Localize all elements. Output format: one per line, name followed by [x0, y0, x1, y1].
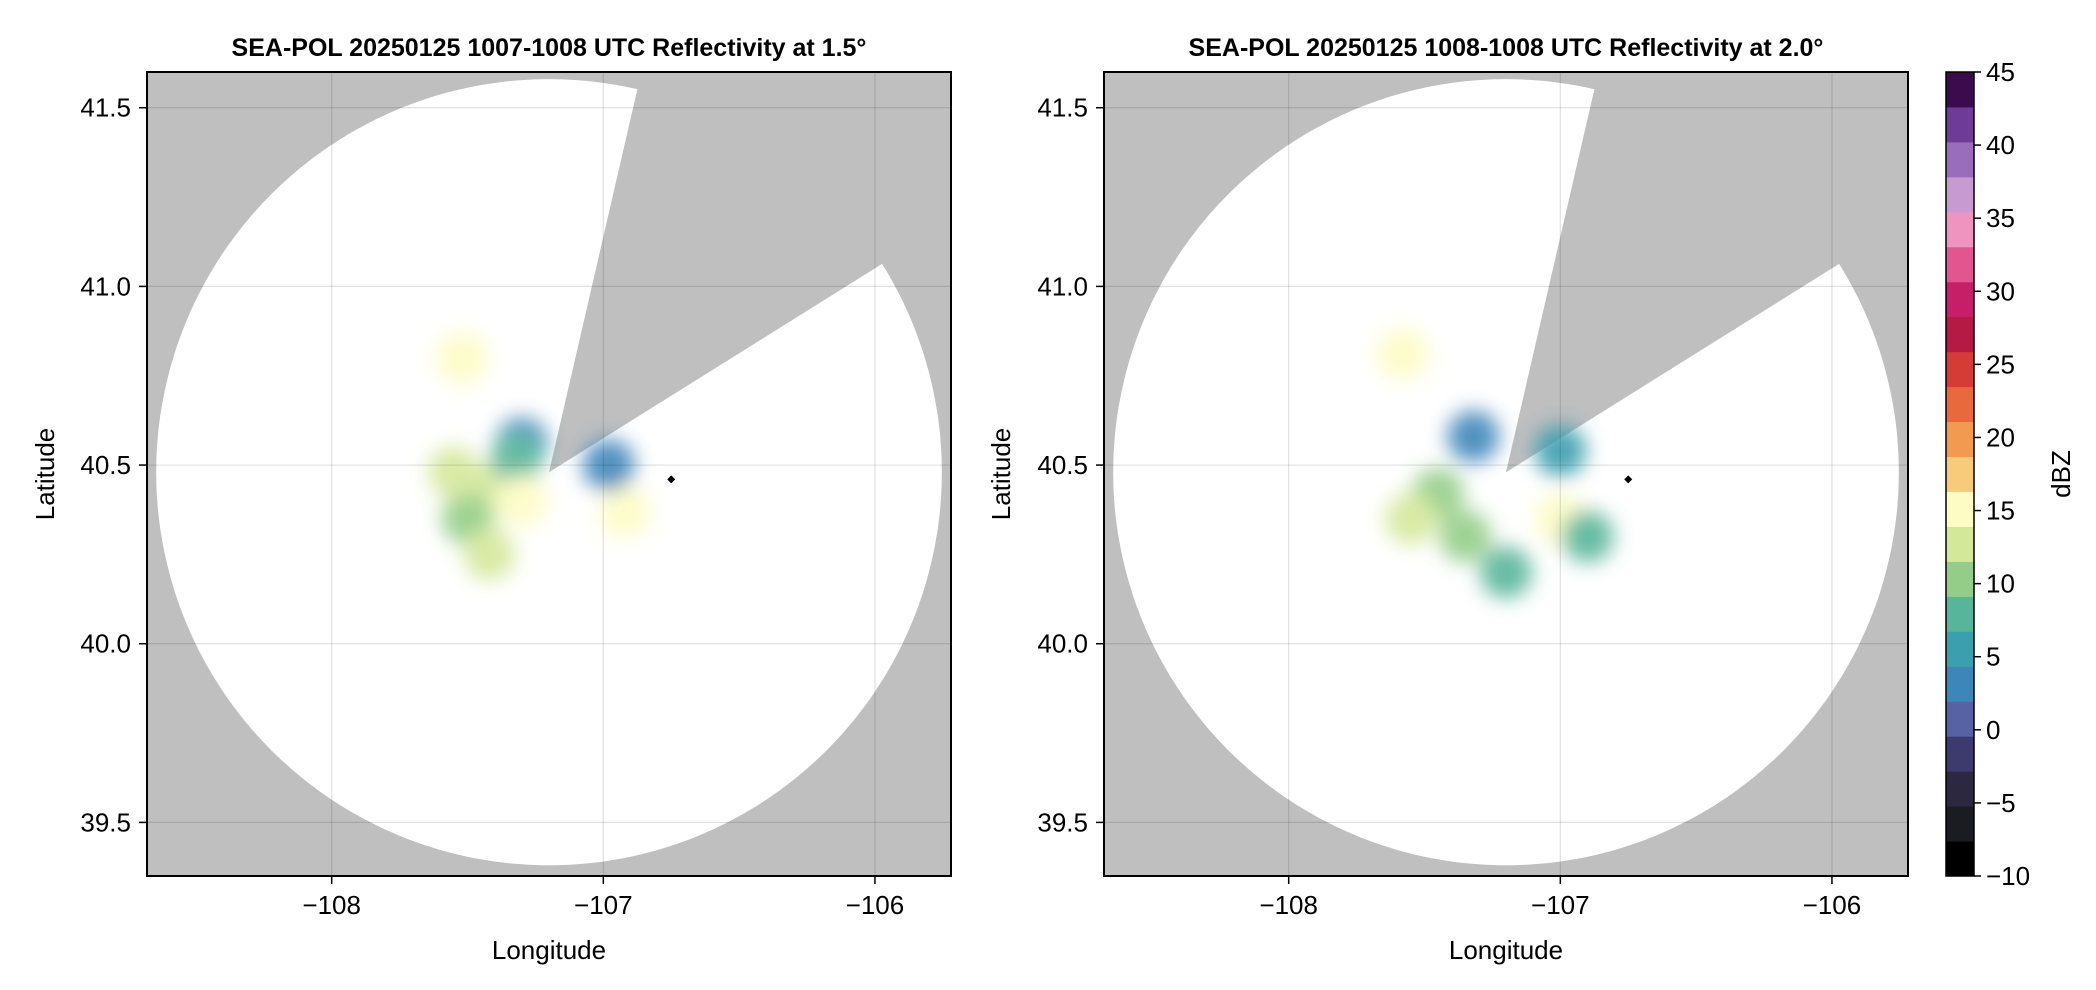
colorbar: −10 −5 0 5 10 15 20 25 30 35 40 45 dBZ — [1945, 57, 2076, 891]
colorbar-tick-label: 40 — [1986, 130, 2015, 160]
colorbar-segment — [1946, 631, 1974, 667]
echo-region — [1384, 492, 1437, 545]
grid-lines — [1104, 72, 1908, 876]
chart-title: SEA-POL 20250125 1008-1008 UTC Reflectiv… — [1189, 34, 1824, 62]
x-axis: −108 −107 −106 — [1259, 876, 1861, 920]
x-tick-label: −108 — [302, 890, 361, 920]
colorbar-segment — [1946, 771, 1974, 807]
y-tick-label: 41.0 — [80, 271, 131, 301]
colorbar-segments — [1946, 72, 1974, 877]
colorbar-tick-label: 35 — [1986, 203, 2015, 233]
plot-frame — [1103, 71, 1909, 877]
colorbar-segment — [1946, 176, 1974, 213]
colorbar-segment — [1946, 386, 1974, 423]
y-axis-label: Latitude — [986, 428, 1016, 521]
colorbar-tick-label: 45 — [1986, 57, 2015, 87]
echo-region — [463, 528, 516, 581]
radar-coverage — [156, 79, 942, 866]
y-axis: 39.5 40.0 40.5 41.0 41.5 — [1037, 93, 1104, 837]
echo-region — [436, 331, 489, 384]
echo-region — [495, 474, 548, 527]
x-tick-label: −107 — [574, 890, 633, 920]
y-tick-label: 40.5 — [80, 450, 131, 480]
colorbar-segment — [1946, 211, 1974, 248]
colorbar-tick-label: 10 — [1986, 569, 2015, 599]
x-tick-label: −108 — [1259, 890, 1318, 920]
colorbar-segment — [1946, 526, 1974, 562]
colorbar-segment — [1946, 421, 1974, 458]
echo-region — [582, 439, 635, 492]
colorbar-tick-label: −10 — [1986, 861, 2030, 891]
colorbar-segment — [1946, 106, 1974, 143]
y-tick-label: 41.5 — [1037, 93, 1088, 123]
colorbar-label: dBZ — [2046, 450, 2076, 498]
y-tick-label: 39.5 — [1037, 807, 1088, 837]
colorbar-segment — [1946, 561, 1974, 597]
radar-coverage — [1113, 79, 1899, 866]
colorbar-tick-label: 25 — [1986, 349, 2015, 379]
colorbar-segment — [1946, 736, 1974, 772]
y-tick-label: 40.0 — [80, 629, 131, 659]
y-tick-label: 40.0 — [1037, 629, 1088, 659]
site-marker — [1624, 475, 1633, 484]
x-axis: −108 −107 −106 — [302, 876, 904, 920]
echo-region — [1534, 424, 1587, 477]
y-tick-label: 41.0 — [1037, 271, 1088, 301]
y-axis-label: Latitude — [30, 428, 60, 521]
colorbar-segment — [1946, 491, 1974, 527]
echo-region — [490, 431, 543, 484]
colorbar-segment — [1946, 701, 1974, 737]
chart-title: SEA-POL 20250125 1007-1008 UTC Reflectiv… — [232, 34, 867, 62]
colorbar-tick-label: 20 — [1986, 422, 2015, 452]
plot-frame — [146, 71, 952, 877]
echo-region — [1447, 410, 1500, 463]
x-tick-label: −106 — [1803, 890, 1862, 920]
echo-region — [1561, 510, 1614, 563]
reflectivity-echoes — [427, 331, 652, 581]
colorbar-segment — [1946, 246, 1974, 283]
y-tick-label: 41.5 — [80, 93, 131, 123]
marker-point — [667, 475, 676, 484]
x-axis-label: Longitude — [492, 935, 606, 965]
colorbar-tick-label: −5 — [1986, 788, 2016, 818]
colorbar-segment — [1946, 141, 1974, 178]
colorbar-segment — [1946, 351, 1974, 388]
colorbar-segment — [1946, 316, 1974, 353]
marker-point — [1624, 475, 1633, 484]
colorbar-segment — [1946, 806, 1974, 842]
reflectivity-echoes — [1376, 328, 1614, 599]
y-axis: 39.5 40.0 40.5 41.0 41.5 — [80, 93, 147, 837]
colorbar-tick-label: 15 — [1986, 496, 2015, 526]
colorbar-tick-label: 5 — [1986, 642, 2000, 672]
colorbar-segment — [1946, 456, 1974, 492]
colorbar-segment — [1946, 281, 1974, 318]
y-tick-label: 39.5 — [80, 807, 131, 837]
panel-right: SEA-POL 20250125 1008-1008 UTC Reflectiv… — [986, 34, 1909, 965]
colorbar-segment — [1946, 666, 1974, 702]
colorbar-tick-label: 30 — [1986, 276, 2015, 306]
echo-region — [427, 446, 480, 499]
echo-region — [1376, 328, 1429, 381]
colorbar-tick-label: 0 — [1986, 715, 2000, 745]
echo-region — [1439, 510, 1492, 563]
grid-lines — [147, 72, 951, 876]
colorbar-frame — [1945, 71, 1975, 877]
echo-region — [599, 485, 652, 538]
x-tick-label: −107 — [1531, 890, 1590, 920]
colorbar-ticks: −10 −5 0 5 10 15 20 25 30 35 40 45 — [1974, 57, 2030, 891]
colorbar-segment — [1946, 596, 1974, 632]
y-tick-label: 40.5 — [1037, 450, 1088, 480]
colorbar-segment — [1946, 72, 1974, 108]
echo-region — [1480, 546, 1532, 599]
panel-left: SEA-POL 20250125 1007-1008 UTC Reflectiv… — [30, 34, 952, 965]
colorbar-segment — [1946, 841, 1974, 877]
x-tick-label: −106 — [846, 890, 905, 920]
x-axis-label: Longitude — [1449, 935, 1563, 965]
site-marker — [667, 475, 676, 484]
